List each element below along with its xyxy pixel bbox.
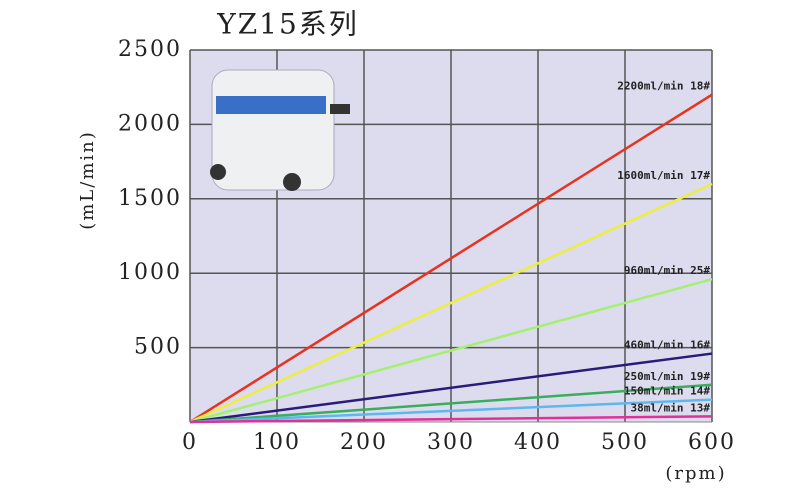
series-label: 460ml/min 16# — [624, 339, 710, 352]
x-tick-label: 200 — [340, 430, 388, 455]
pump-knob — [283, 173, 301, 191]
series-label: 38ml/min 13# — [631, 401, 711, 414]
y-axis-label: (mL/min) — [77, 130, 98, 230]
series-label: 960ml/min 25# — [624, 264, 710, 277]
x-tick-label: 300 — [427, 430, 475, 455]
y-tick-label: 2500 — [118, 37, 182, 62]
x-tick-label: 0 — [182, 430, 198, 455]
y-tick-label: 1000 — [118, 260, 182, 285]
pump-band — [216, 96, 326, 114]
pump-body — [211, 69, 335, 191]
series-label: 250ml/min 19# — [624, 370, 710, 383]
series-line — [189, 383, 713, 424]
chart-title: YZ15系列 — [216, 8, 359, 41]
x-tick-label: 100 — [253, 430, 301, 455]
pump-image — [210, 69, 350, 191]
x-tick-label: 500 — [601, 430, 649, 455]
series-label: 2200ml/min 18# — [617, 80, 710, 93]
y-tick-label: 500 — [134, 335, 182, 360]
x-tick-label: 600 — [688, 430, 736, 455]
series-line — [189, 398, 713, 424]
pump-knob — [210, 164, 226, 180]
y-tick-label: 2000 — [118, 111, 182, 136]
series-line — [189, 415, 713, 424]
series-line — [189, 277, 713, 424]
series-line — [189, 352, 713, 424]
series-line — [189, 182, 713, 424]
x-tick-label: 400 — [514, 430, 562, 455]
x-axis-label: (rpm) — [665, 463, 726, 484]
series-label: 150ml/min 14# — [624, 385, 710, 398]
pump-handle — [330, 104, 350, 114]
series-line — [189, 93, 713, 424]
series-label: 1600ml/min 17# — [617, 169, 710, 182]
y-tick-label: 1500 — [118, 186, 182, 211]
